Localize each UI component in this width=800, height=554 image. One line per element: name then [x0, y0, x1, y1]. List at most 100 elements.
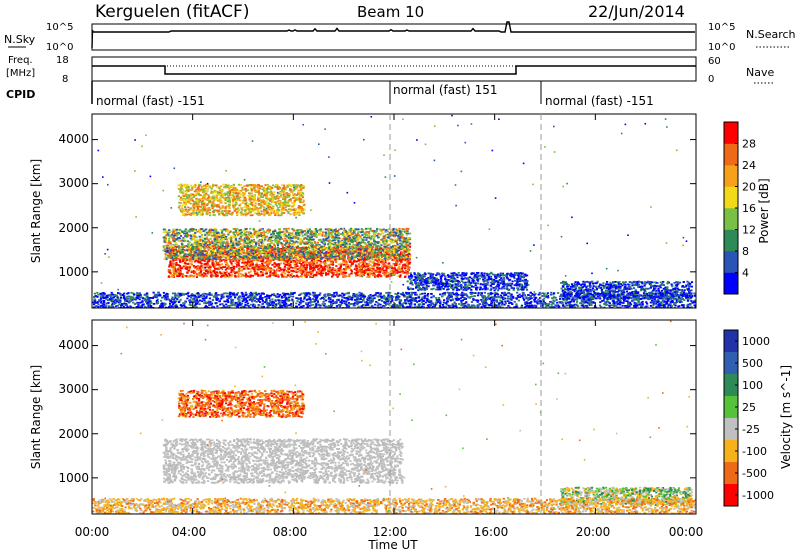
nsky-label: N.Sky	[4, 33, 36, 46]
heatmap-cell	[554, 304, 557, 307]
heatmap-cell	[188, 266, 191, 269]
heatmap-cell	[494, 299, 497, 302]
heatmap-cell	[359, 250, 362, 252]
heatmap-cell	[271, 304, 274, 307]
heatmap-cell	[348, 259, 351, 262]
heatmap-cell	[460, 303, 463, 306]
heatmap-cell	[303, 297, 306, 299]
heatmap-cell	[186, 259, 189, 261]
heatmap-cell	[353, 294, 356, 297]
heatmap-cell	[433, 305, 436, 308]
heatmap-cell	[290, 261, 293, 264]
heatmap-cell	[211, 264, 215, 267]
heatmap-cell	[212, 263, 215, 266]
heatmap-cell	[221, 248, 224, 250]
heatmap-cell	[529, 295, 532, 297]
heatmap-cell	[353, 260, 356, 262]
heatmap-cell	[560, 301, 563, 303]
heatmap-cell	[147, 304, 150, 307]
heatmap-cell	[309, 252, 312, 255]
heatmap-cell	[114, 302, 117, 304]
heatmap-cell	[569, 305, 572, 308]
heatmap-cell	[423, 295, 426, 297]
heatmap-cell	[318, 270, 322, 272]
heatmap-cell	[392, 269, 395, 272]
heatmap-cell	[231, 302, 234, 305]
heatmap-cell	[191, 300, 194, 303]
heatmap-cell	[282, 275, 285, 278]
heatmap-cell	[182, 274, 185, 277]
heatmap-cell	[271, 298, 274, 301]
heatmap-cell	[168, 304, 172, 306]
heatmap-cell	[193, 294, 196, 297]
heatmap-cell	[202, 255, 205, 258]
heatmap-cell	[98, 300, 101, 302]
heatmap-cell	[214, 260, 218, 263]
heatmap-cell	[481, 295, 484, 298]
heatmap-cell	[329, 298, 332, 301]
heatmap-cell	[398, 305, 401, 308]
heatmap-cell	[369, 264, 372, 266]
heatmap-cell	[339, 271, 343, 274]
heatmap-cell	[551, 297, 554, 299]
heatmap-cell	[163, 298, 166, 301]
heatmap-cell	[378, 250, 381, 252]
heatmap-cell	[269, 262, 272, 264]
heatmap-cell	[655, 300, 658, 302]
heatmap-cell	[355, 260, 358, 263]
heatmap-cell	[244, 263, 247, 266]
heatmap-cell	[402, 264, 405, 266]
heatmap-cell	[292, 295, 295, 298]
heatmap-cell	[202, 297, 205, 300]
heatmap-cell	[628, 301, 632, 304]
heatmap-cell	[410, 301, 413, 303]
heatmap-cell	[336, 276, 339, 278]
heatmap-cell	[329, 259, 332, 261]
heatmap-cell	[407, 292, 411, 294]
heatmap-cell	[400, 268, 404, 270]
heatmap-cell	[284, 292, 287, 295]
heatmap-cell	[403, 267, 407, 270]
heatmap-cell	[105, 304, 108, 307]
heatmap-cell	[233, 271, 236, 273]
heatmap-cell	[176, 298, 179, 300]
heatmap-cell	[394, 269, 397, 272]
heatmap-cell	[387, 291, 390, 294]
heatmap-cell	[470, 306, 474, 308]
heatmap-cell	[167, 298, 170, 301]
heatmap-cell	[245, 273, 248, 276]
heatmap-cell	[127, 306, 130, 308]
heatmap-cell	[564, 296, 567, 298]
heatmap-cell	[351, 297, 354, 299]
heatmap-cell	[495, 292, 498, 295]
heatmap-cell	[408, 246, 411, 248]
heatmap-cell	[454, 303, 457, 306]
heatmap-cell	[682, 306, 685, 308]
heatmap-cell	[356, 303, 359, 306]
heatmap-cell	[677, 300, 680, 302]
heatmap-cell	[640, 306, 643, 308]
heatmap-cell	[136, 292, 139, 294]
heatmap-cell	[295, 302, 298, 305]
heatmap-cell	[386, 300, 390, 303]
heatmap-cell	[302, 264, 305, 267]
heatmap-cell	[238, 259, 241, 262]
heatmap-cell	[241, 293, 244, 296]
heatmap-cell	[214, 264, 217, 267]
heatmap-cell	[205, 297, 208, 299]
heatmap-cell	[288, 265, 291, 267]
heatmap-cell	[293, 253, 296, 256]
heatmap-cell	[231, 269, 234, 272]
heatmap-cell	[683, 299, 686, 301]
heatmap-cell	[184, 267, 187, 270]
heatmap-cell	[667, 300, 670, 302]
heatmap-cell	[230, 292, 233, 295]
heatmap-cell	[265, 269, 268, 271]
heatmap-cell	[196, 266, 199, 269]
heatmap-cell	[344, 253, 347, 256]
heatmap-cell	[675, 301, 678, 303]
heatmap-cell	[312, 303, 315, 306]
heatmap-cell	[356, 271, 359, 274]
heatmap-cell	[441, 292, 444, 295]
heatmap-cell	[344, 249, 347, 251]
